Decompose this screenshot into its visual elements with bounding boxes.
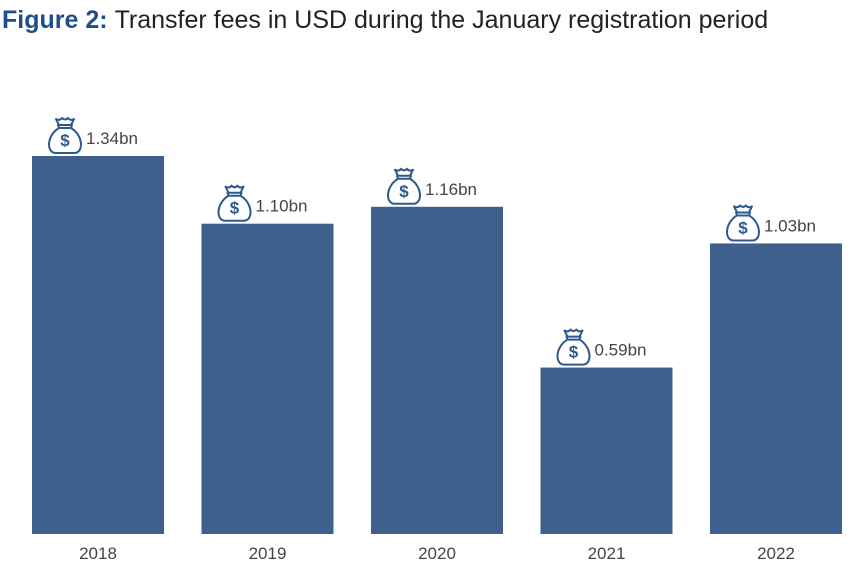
bag-body [48,127,82,154]
x-tick-label: 2021 [588,544,626,563]
bag-knot [224,184,245,194]
data-label: 1.16bn [425,180,477,199]
bag-body [556,338,591,366]
figure-number: Figure 2: [2,6,108,34]
bag-knot [394,167,414,177]
dollar-sign-icon: $ [569,343,579,362]
bar-2020 [371,206,503,534]
data-label: 1.10bn [256,197,308,216]
bag-tie [57,124,73,129]
figure-title: Figure 2: Transfer fees in USD during the… [2,4,768,36]
bar-2018 [32,156,164,534]
bag-body [726,214,760,242]
dollar-sign-icon: $ [738,218,748,237]
dollar-sign-icon: $ [60,131,70,150]
dollar-sign-icon: $ [399,182,409,201]
money-bag-icon: $ [387,167,421,205]
bag-tie [565,335,582,341]
dollar-sign-icon: $ [230,199,240,218]
figure-caption: Transfer fees in USD during the January … [114,6,769,34]
money-bag-icon: $ [48,117,82,154]
bar-2022 [710,243,842,534]
bar-2019 [201,223,334,535]
data-label: 1.34bn [86,129,138,148]
x-tick-label: 2020 [418,544,456,563]
x-tick-label: 2018 [79,544,117,563]
bag-knot [563,328,584,338]
data-label: 0.59bn [595,341,647,360]
bag-body [387,177,421,205]
x-tick-label: 2022 [757,544,795,563]
bag-tie [735,211,751,217]
money-bag-icon: $ [217,184,252,222]
bag-knot [55,117,75,126]
data-label: 1.03bn [764,216,816,235]
bag-tie [396,174,412,180]
bag-body [217,194,252,222]
x-tick-label: 2019 [249,544,287,563]
bag-tie [226,191,243,197]
bag-knot [733,204,753,214]
money-bag-icon: $ [556,328,591,366]
money-bag-icon: $ [726,204,760,242]
bar-2021 [540,367,673,534]
